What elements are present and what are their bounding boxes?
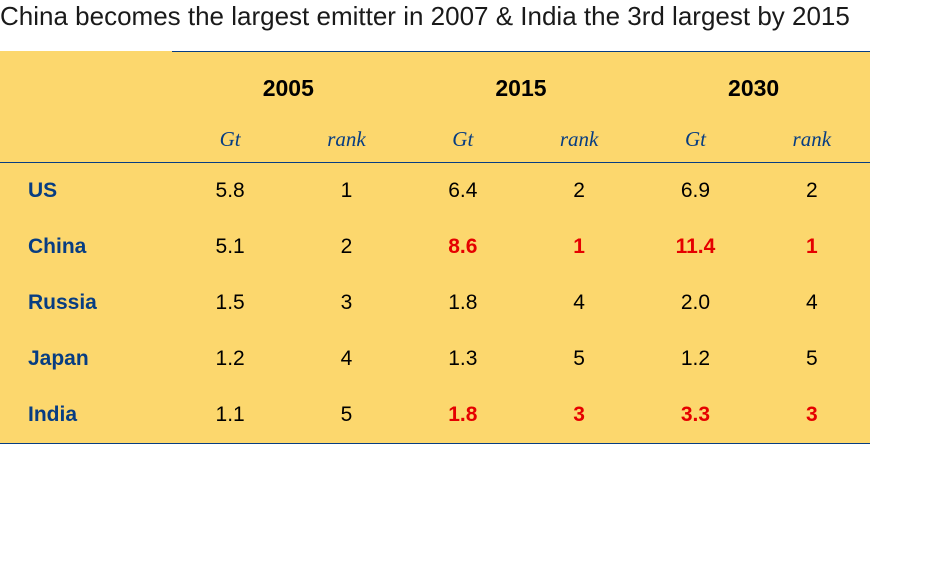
- data-cell: 8.6: [405, 219, 521, 275]
- year-header-row: 2005 2015 2030: [0, 51, 870, 118]
- subheader-blank: [0, 118, 172, 163]
- data-cell: 4: [754, 275, 870, 331]
- year-header: 2015: [405, 51, 638, 118]
- table-row: Japan1.241.351.25: [0, 331, 870, 387]
- data-cell: 1.8: [405, 387, 521, 444]
- data-cell: 5: [754, 331, 870, 387]
- row-label: Japan: [0, 331, 172, 387]
- data-cell: 1.2: [172, 331, 288, 387]
- sub-header-row: Gt rank Gt rank Gt rank: [0, 118, 870, 163]
- data-cell: 2: [288, 219, 404, 275]
- row-label: Russia: [0, 275, 172, 331]
- data-cell: 1.3: [405, 331, 521, 387]
- table-row: US5.816.426.92: [0, 162, 870, 219]
- subheader-gt: Gt: [172, 118, 288, 163]
- header-blank: [0, 51, 172, 118]
- data-cell: 2.0: [637, 275, 753, 331]
- data-cell: 1.2: [637, 331, 753, 387]
- row-label: US: [0, 162, 172, 219]
- subheader-rank: rank: [288, 118, 404, 163]
- data-cell: 2: [754, 162, 870, 219]
- subheader-rank: rank: [754, 118, 870, 163]
- data-cell: 3: [288, 275, 404, 331]
- data-cell: 6.9: [637, 162, 753, 219]
- table-row: Russia1.531.842.04: [0, 275, 870, 331]
- data-cell: 1: [521, 219, 637, 275]
- data-cell: 1.1: [172, 387, 288, 444]
- subheader-rank: rank: [521, 118, 637, 163]
- data-cell: 3: [521, 387, 637, 444]
- table-row: India1.151.833.33: [0, 387, 870, 444]
- year-header: 2030: [637, 51, 870, 118]
- page-title: China becomes the largest emitter in 200…: [0, 0, 929, 33]
- table-row: China5.128.6111.41: [0, 219, 870, 275]
- data-cell: 6.4: [405, 162, 521, 219]
- data-cell: 1: [288, 162, 404, 219]
- data-cell: 11.4: [637, 219, 753, 275]
- data-cell: 2: [521, 162, 637, 219]
- data-cell: 4: [288, 331, 404, 387]
- subheader-gt: Gt: [405, 118, 521, 163]
- subheader-gt: Gt: [637, 118, 753, 163]
- data-cell: 4: [521, 275, 637, 331]
- emissions-table: 2005 2015 2030 Gt rank Gt rank Gt rank U…: [0, 51, 870, 444]
- data-cell: 5.1: [172, 219, 288, 275]
- data-cell: 5: [288, 387, 404, 444]
- data-cell: 1.5: [172, 275, 288, 331]
- data-cell: 1.8: [405, 275, 521, 331]
- table-body: US5.816.426.92China5.128.6111.41Russia1.…: [0, 162, 870, 443]
- data-cell: 3.3: [637, 387, 753, 444]
- year-header: 2005: [172, 51, 405, 118]
- data-cell: 3: [754, 387, 870, 444]
- row-label: China: [0, 219, 172, 275]
- data-cell: 5: [521, 331, 637, 387]
- data-cell: 5.8: [172, 162, 288, 219]
- row-label: India: [0, 387, 172, 444]
- data-cell: 1: [754, 219, 870, 275]
